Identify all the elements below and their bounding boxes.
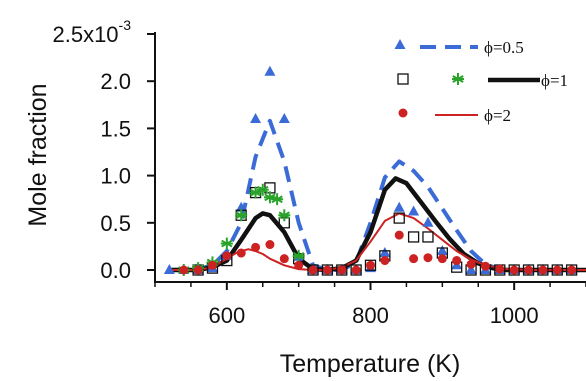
data-point-triangle xyxy=(379,247,391,258)
data-point-triangle xyxy=(235,201,247,212)
data-point-star xyxy=(292,249,305,262)
data-point-circle xyxy=(552,265,562,275)
data-point-circle xyxy=(380,256,390,266)
data-point-star xyxy=(278,209,291,222)
data-point-circle xyxy=(279,254,289,264)
data-point-triangle xyxy=(250,112,262,123)
y-top-tick-base: 2.5x10 xyxy=(52,22,118,47)
data-point-circle xyxy=(179,265,189,275)
x-tick-label: 800 xyxy=(352,303,389,328)
data-point-square xyxy=(307,264,319,276)
data-point-circle xyxy=(423,253,433,263)
data-point-circle xyxy=(366,260,375,270)
data-point-circle xyxy=(567,265,577,275)
data-point-circle xyxy=(322,265,332,275)
legend-label: ϕ=0.5 xyxy=(484,38,524,57)
data-point-triangle xyxy=(278,112,290,123)
series-line-dashed xyxy=(169,118,586,272)
data-point-circle xyxy=(466,259,476,269)
legend-item-phi-1: ϕ=1 xyxy=(397,71,568,90)
series-points-circle xyxy=(179,230,577,275)
data-point-square xyxy=(350,264,362,276)
data-point-circle xyxy=(394,230,404,240)
data-point-square xyxy=(397,73,409,85)
x-tick-label: 1000 xyxy=(490,303,539,328)
data-point-square xyxy=(364,259,377,271)
data-point-square xyxy=(508,264,520,276)
data-point-square xyxy=(336,264,348,276)
data-point-circle xyxy=(509,265,519,275)
y-top-tick-label: 2.5x10-3 xyxy=(52,17,131,47)
y-tick-label: 1.0 xyxy=(100,164,131,189)
data-point-circle xyxy=(294,260,304,270)
legend-item-phi-0-5: ϕ=0.5 xyxy=(394,38,524,57)
data-point-triangle xyxy=(436,245,448,256)
data-point-square xyxy=(537,264,549,276)
data-point-circle xyxy=(452,256,462,266)
y-tick-label: 1.5 xyxy=(100,116,131,141)
data-point-star xyxy=(271,193,284,206)
data-point-triangle xyxy=(394,39,406,49)
y-axis-title: Mole fraction xyxy=(24,83,52,226)
data-point-triangle xyxy=(264,65,276,76)
data-point-circle xyxy=(495,264,505,274)
data-point-square xyxy=(393,212,405,224)
data-point-square xyxy=(407,231,420,243)
data-point-square xyxy=(522,264,535,276)
x-axis-title: Temperature (K) xyxy=(280,350,461,378)
data-point-star xyxy=(235,209,248,222)
data-point-triangle xyxy=(422,216,434,227)
data-point-circle xyxy=(236,248,246,258)
data-point-star xyxy=(452,73,464,85)
data-point-circle xyxy=(351,265,361,275)
data-point-star xyxy=(256,183,269,196)
data-point-circle xyxy=(251,242,261,252)
legend: ϕ=0.5 ϕ=1 ϕ=2 xyxy=(394,38,568,125)
data-point-circle xyxy=(193,265,203,275)
data-point-square xyxy=(422,231,434,243)
data-point-circle xyxy=(222,251,232,261)
data-point-circle xyxy=(437,254,447,264)
data-point-square xyxy=(551,264,563,276)
ticks-layer: 600 800 1000 0.0 0.5 1.0 1.5 2.0 xyxy=(100,33,586,328)
data-point-circle xyxy=(207,260,217,270)
data-point-triangle xyxy=(393,201,405,212)
legend-label: ϕ=2 xyxy=(484,106,511,125)
data-point-circle xyxy=(409,254,419,264)
data-point-circle xyxy=(308,265,318,275)
x-tick-label: 600 xyxy=(208,303,245,328)
data-point-circle xyxy=(265,240,275,250)
y-tick-label: 0.0 xyxy=(100,258,131,283)
data-point-circle xyxy=(337,265,347,275)
y-top-tick-exponent: -3 xyxy=(119,17,132,33)
data-point-triangle xyxy=(465,264,477,274)
legend-label: ϕ=1 xyxy=(541,71,568,90)
y-tick-label: 2.0 xyxy=(100,69,131,94)
data-point-square xyxy=(565,264,578,276)
axes xyxy=(154,32,586,283)
data-point-circle xyxy=(524,265,534,275)
legend-item-phi-2: ϕ=2 xyxy=(398,106,511,125)
series-layer xyxy=(163,65,586,276)
data-point-circle xyxy=(538,265,548,275)
data-point-square xyxy=(321,264,334,276)
data-point-circle xyxy=(480,261,490,271)
y-tick-label: 0.5 xyxy=(100,211,131,236)
data-point-triangle xyxy=(163,264,175,274)
data-point-star xyxy=(220,237,233,250)
data-point-circle xyxy=(398,108,408,118)
data-point-triangle xyxy=(408,205,420,216)
